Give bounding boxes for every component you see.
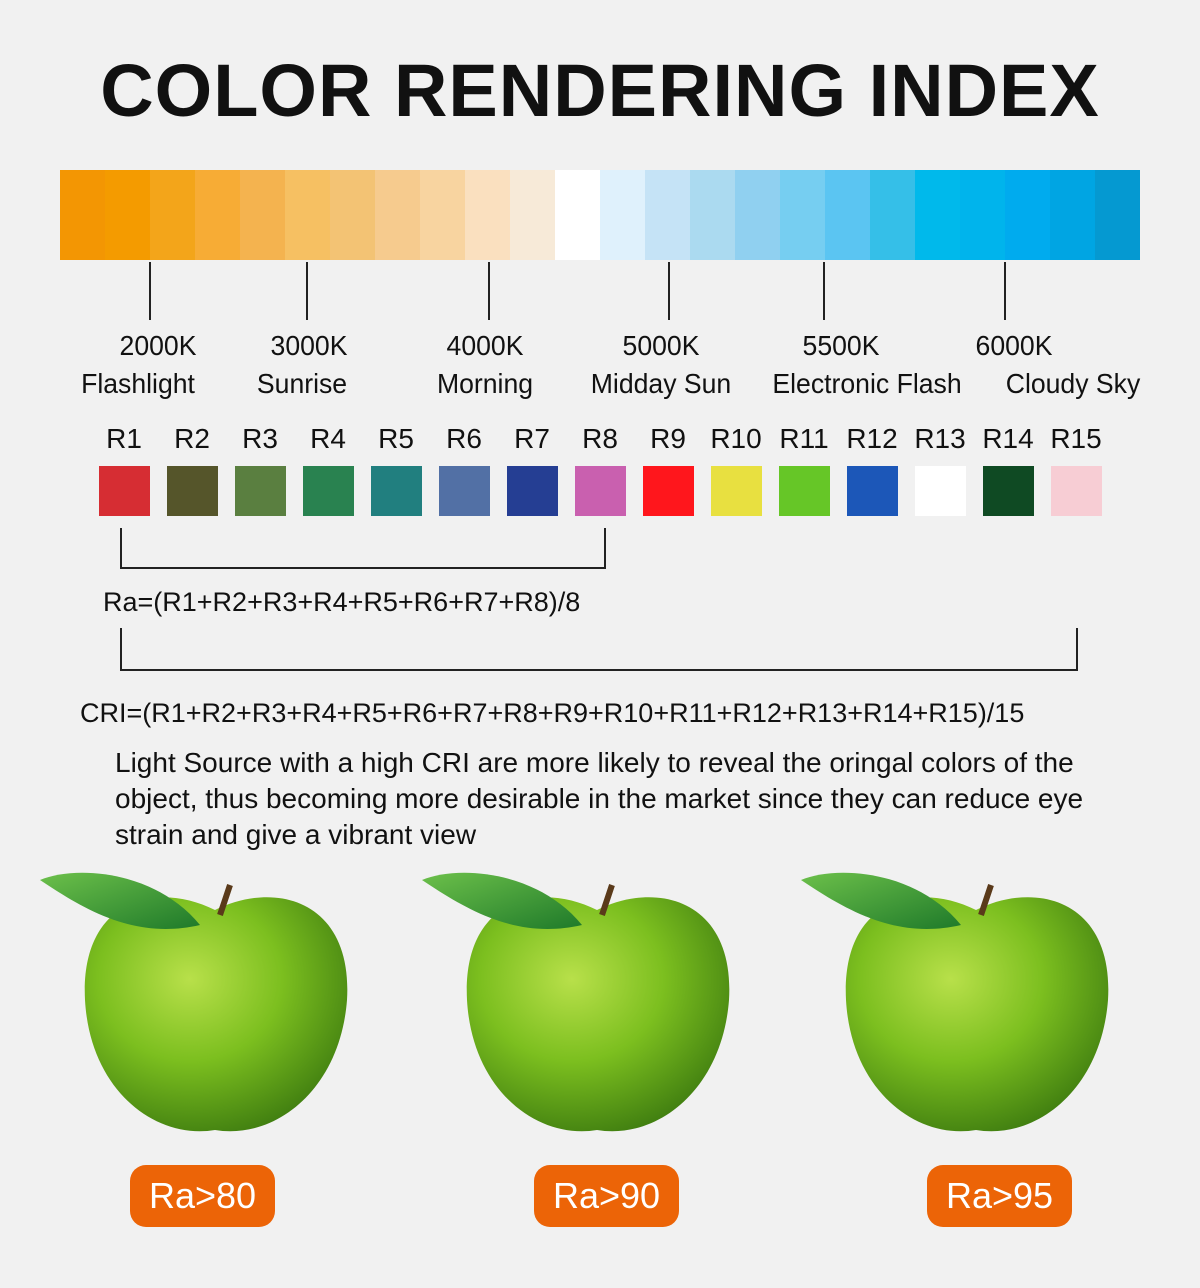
- sample-label: R7: [514, 423, 550, 454]
- color-temperature-spectrum: [60, 170, 1140, 260]
- temperature-kelvin: 2000K: [119, 330, 197, 361]
- ra-90-badge: Ra>90: [534, 1165, 679, 1227]
- spectrum-segment: [555, 170, 600, 260]
- cri-bracket-left: [120, 628, 122, 671]
- spectrum-segment: [285, 170, 330, 260]
- temperature-kelvin: 4000K: [446, 330, 524, 361]
- sample-swatch: [371, 466, 422, 516]
- spectrum-segment: [60, 170, 105, 260]
- temperature-kelvin: 3000K: [270, 330, 348, 361]
- temperature-name: Morning: [436, 368, 534, 399]
- temperature-tick: [823, 262, 825, 320]
- sample-swatch: [711, 466, 762, 516]
- sample-label: R14: [982, 423, 1034, 454]
- sample-swatch: [1051, 466, 1102, 516]
- sample-label: R2: [174, 423, 210, 454]
- temperature-kelvin: 6000K: [975, 330, 1053, 361]
- apples-illustration: [40, 872, 1109, 1132]
- spectrum-segment: [375, 170, 420, 260]
- sample-label: R4: [310, 423, 346, 454]
- sample-swatch: [779, 466, 830, 516]
- apple-2: [422, 872, 730, 1132]
- sample-label: R1: [106, 423, 142, 454]
- spectrum-segment: [105, 170, 150, 260]
- temperature-name: Midday Sun: [590, 368, 732, 399]
- sample-swatch: [915, 466, 966, 516]
- sample-label: R5: [378, 423, 414, 454]
- spectrum-segment: [420, 170, 465, 260]
- temperature-tick: [488, 262, 490, 320]
- spectrum-segment: [960, 170, 1005, 260]
- sample-label: R15: [1050, 423, 1102, 454]
- sample-label: R3: [242, 423, 278, 454]
- sample-label: R12: [846, 423, 898, 454]
- spectrum-segment: [195, 170, 240, 260]
- spectrum-segment: [330, 170, 375, 260]
- spectrum-segment: [690, 170, 735, 260]
- temperature-name: Cloudy Sky: [1005, 368, 1141, 399]
- sample-swatch: [439, 466, 490, 516]
- sample-swatch: [575, 466, 626, 516]
- sample-swatch: [99, 466, 150, 516]
- spectrum-segment: [465, 170, 510, 260]
- temperature-tick: [1004, 262, 1006, 320]
- temperature-name: Flashlight: [81, 368, 195, 399]
- sample-label: R8: [582, 423, 618, 454]
- spectrum-segment: [645, 170, 690, 260]
- temperature-name: Sunrise: [256, 368, 348, 399]
- spectrum-segment: [240, 170, 285, 260]
- sample-label: R9: [650, 423, 686, 454]
- sample-swatch: [507, 466, 558, 516]
- sample-swatch: [303, 466, 354, 516]
- ra-bracket-bottom: [120, 567, 606, 569]
- spectrum-segment: [915, 170, 960, 260]
- spectrum-segment: [870, 170, 915, 260]
- spectrum-segment: [510, 170, 555, 260]
- spectrum-segment: [600, 170, 645, 260]
- temperature-tick: [306, 262, 308, 320]
- temperature-kelvin: 5500K: [802, 330, 880, 361]
- spectrum-segment: [1050, 170, 1095, 260]
- spectrum-segment: [735, 170, 780, 260]
- apple-1: [40, 872, 348, 1132]
- ra-95-badge: Ra>95: [927, 1165, 1072, 1227]
- sample-label: R13: [914, 423, 966, 454]
- apple-3: [801, 872, 1109, 1132]
- ra-formula: Ra=(R1+R2+R3+R4+R5+R6+R7+R8)/8: [103, 587, 581, 617]
- spectrum-segment: [150, 170, 195, 260]
- cri-bracket-right: [1076, 628, 1078, 671]
- temperature-tick: [149, 262, 151, 320]
- sample-label: R11: [779, 423, 829, 454]
- cri-formula: CRI=(R1+R2+R3+R4+R5+R6+R7+R8+R9+R10+R11+…: [80, 698, 1025, 728]
- temperature-tick: [668, 262, 670, 320]
- sample-swatch: [643, 466, 694, 516]
- page-title: COLOR RENDERING INDEX: [100, 49, 1100, 132]
- ra-bracket-right: [604, 528, 606, 569]
- sample-swatch: [167, 466, 218, 516]
- spectrum-segment: [780, 170, 825, 260]
- sample-label: R10: [710, 423, 762, 454]
- spectrum-segment: [825, 170, 870, 260]
- temperature-name: Electronic Flash: [772, 368, 962, 399]
- sample-swatch: [983, 466, 1034, 516]
- description: Light Source with a high CRI are more li…: [115, 747, 1084, 850]
- temperature-kelvin: 5000K: [622, 330, 700, 361]
- ra-80-badge: Ra>80: [130, 1165, 275, 1227]
- sample-label: R6: [446, 423, 482, 454]
- spectrum-segment: [1005, 170, 1050, 260]
- sample-swatch: [847, 466, 898, 516]
- sample-swatch: [235, 466, 286, 516]
- cri-bracket-bottom: [120, 669, 1078, 671]
- ra-bracket-left: [120, 528, 122, 569]
- spectrum-segment: [1095, 170, 1140, 260]
